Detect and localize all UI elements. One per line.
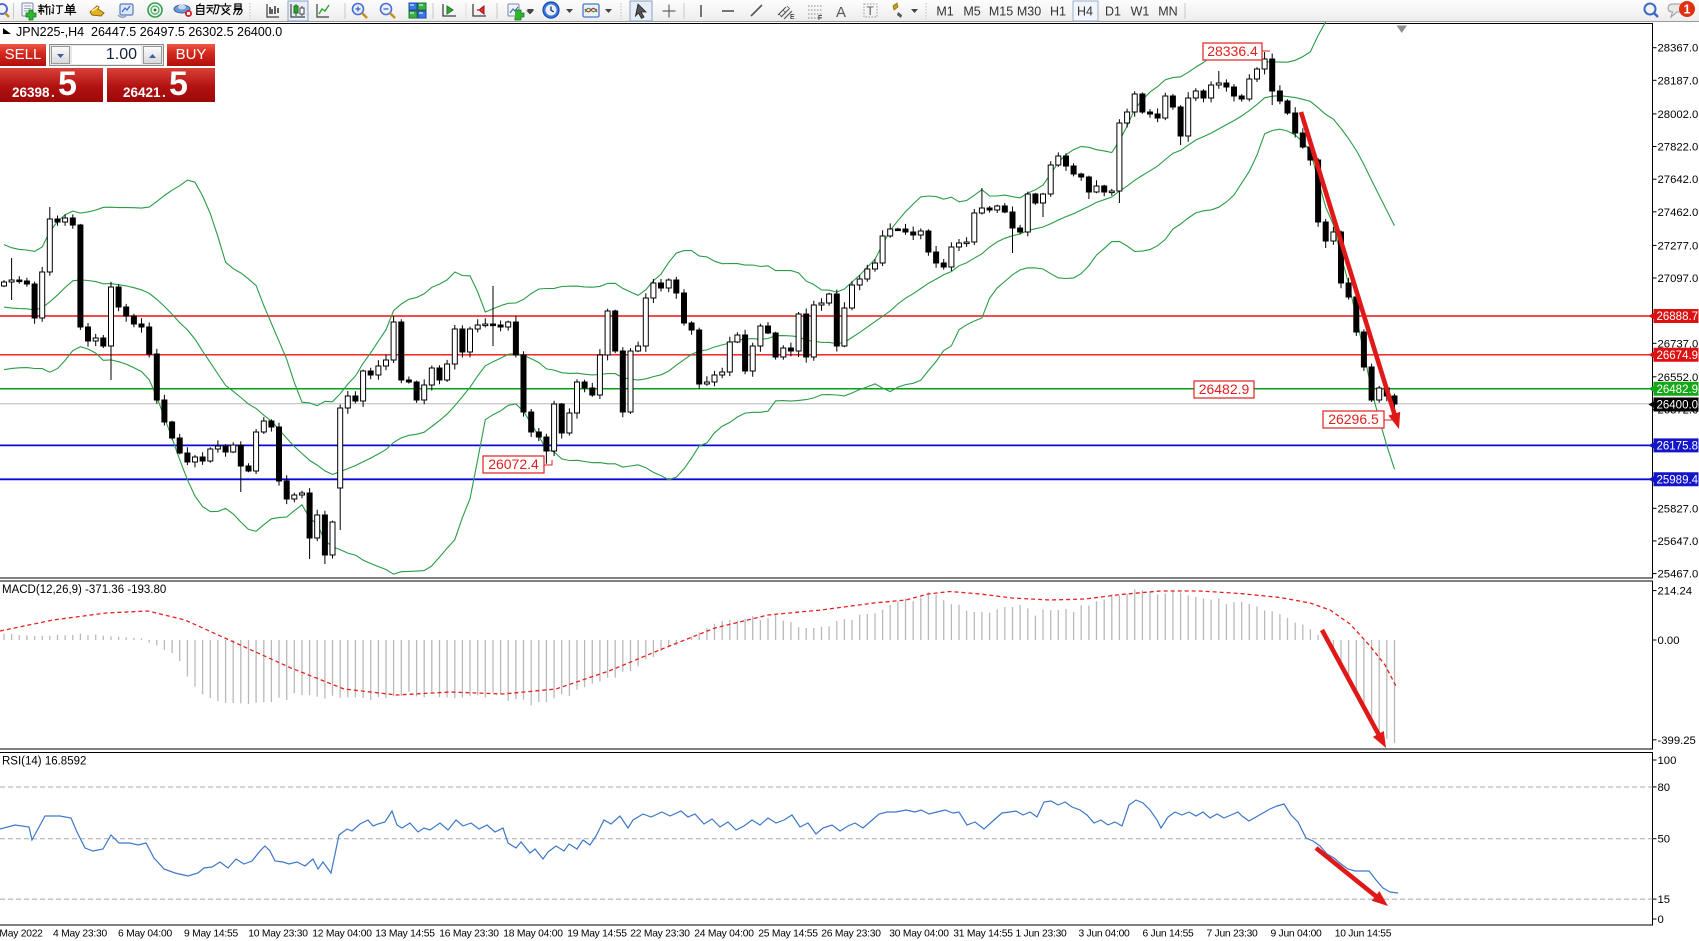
svg-text:10 Jun 14:55: 10 Jun 14:55 <box>1335 929 1392 940</box>
svg-text:26400.0: 26400.0 <box>1657 400 1699 412</box>
svg-text:7 Jun 23:30: 7 Jun 23:30 <box>1206 929 1258 940</box>
svg-text:15: 15 <box>1658 894 1671 906</box>
svg-text:-399.25: -399.25 <box>1658 735 1696 747</box>
svg-text:26072.4: 26072.4 <box>488 456 539 472</box>
svg-text:31 May 14:55: 31 May 14:55 <box>953 929 1013 940</box>
svg-text:0.00: 0.00 <box>1658 635 1680 647</box>
svg-text:25647.0: 25647.0 <box>1658 536 1699 548</box>
svg-text:25827.0: 25827.0 <box>1658 503 1699 515</box>
svg-text:JPN225-,H4 26447.5 26497.5 26: JPN225-,H4 26447.5 26497.5 26302.5 26400… <box>16 25 282 39</box>
svg-text:MACD(12,26,9) -371.36 -193.80: MACD(12,26,9) -371.36 -193.80 <box>2 584 166 596</box>
svg-text:H4: H4 <box>1077 5 1093 19</box>
svg-text:26296.5: 26296.5 <box>1328 411 1379 427</box>
svg-text:26175.8: 26175.8 <box>1657 440 1699 452</box>
svg-text:9 Jun 04:00: 9 Jun 04:00 <box>1270 929 1322 940</box>
svg-text:27097.0: 27097.0 <box>1658 273 1699 285</box>
svg-text:19 May 14:55: 19 May 14:55 <box>567 929 627 940</box>
svg-text:M30: M30 <box>1017 5 1041 19</box>
svg-text:100: 100 <box>1658 755 1677 767</box>
svg-text:26888.7: 26888.7 <box>1657 311 1699 323</box>
svg-text:4 May 2022: 4 May 2022 <box>0 929 43 940</box>
svg-text:T: T <box>867 4 875 18</box>
svg-text:27277.0: 27277.0 <box>1658 240 1699 252</box>
svg-text:D1: D1 <box>1105 5 1121 19</box>
svg-text:28336.4: 28336.4 <box>1207 43 1258 59</box>
svg-text:1: 1 <box>1684 3 1691 17</box>
svg-text:MN: MN <box>1158 5 1177 19</box>
svg-text:22 May 23:30: 22 May 23:30 <box>630 929 690 940</box>
svg-text:50: 50 <box>1658 834 1671 846</box>
svg-text:28367.0: 28367.0 <box>1658 43 1699 55</box>
svg-text:H1: H1 <box>1050 5 1066 19</box>
svg-text:10 May 23:30: 10 May 23:30 <box>248 929 308 940</box>
svg-text:RSI(14) 16.8592: RSI(14) 16.8592 <box>2 756 86 768</box>
svg-text:25 May 14:55: 25 May 14:55 <box>758 929 818 940</box>
svg-text:3 Jun 04:00: 3 Jun 04:00 <box>1078 929 1130 940</box>
svg-text:25989.4: 25989.4 <box>1657 474 1699 486</box>
svg-text:4 May 23:30: 4 May 23:30 <box>53 929 107 940</box>
svg-text:28187.0: 28187.0 <box>1658 75 1699 87</box>
svg-text:25467.0: 25467.0 <box>1658 569 1699 581</box>
svg-text:M15: M15 <box>989 5 1013 19</box>
svg-text:26674.9: 26674.9 <box>1657 350 1699 362</box>
svg-text:0: 0 <box>1658 914 1664 926</box>
svg-text:M5: M5 <box>963 5 980 19</box>
svg-text:26 May 23:30: 26 May 23:30 <box>821 929 881 940</box>
svg-text:80: 80 <box>1658 782 1671 794</box>
svg-text:16 May 23:30: 16 May 23:30 <box>439 929 499 940</box>
svg-text:6 Jun 14:55: 6 Jun 14:55 <box>1142 929 1194 940</box>
svg-text:26552.0: 26552.0 <box>1658 372 1699 384</box>
svg-text:6 May 04:00: 6 May 04:00 <box>118 929 172 940</box>
svg-text:214.24: 214.24 <box>1658 586 1693 598</box>
svg-text:30 May 04:00: 30 May 04:00 <box>889 929 949 940</box>
svg-text:9 May 14:55: 9 May 14:55 <box>184 929 238 940</box>
svg-text:13 May 14:55: 13 May 14:55 <box>375 929 435 940</box>
svg-text:E: E <box>790 14 795 21</box>
svg-text:27822.0: 27822.0 <box>1658 142 1699 154</box>
svg-text:M1: M1 <box>936 5 953 19</box>
svg-text:18 May 04:00: 18 May 04:00 <box>503 929 563 940</box>
svg-text:W1: W1 <box>1131 5 1150 19</box>
svg-text:12 May 04:00: 12 May 04:00 <box>312 929 372 940</box>
svg-text:26482.9: 26482.9 <box>1199 381 1250 397</box>
svg-text:26482.9: 26482.9 <box>1657 384 1699 396</box>
svg-text:A: A <box>836 4 846 21</box>
svg-text:27462.0: 27462.0 <box>1658 207 1699 219</box>
svg-text:27642.0: 27642.0 <box>1658 174 1699 186</box>
svg-text:F: F <box>818 15 822 22</box>
svg-text:28002.0: 28002.0 <box>1658 109 1699 121</box>
svg-text:26737.0: 26737.0 <box>1658 338 1699 350</box>
svg-text:24 May 04:00: 24 May 04:00 <box>694 929 754 940</box>
svg-text:1 Jun 23:30: 1 Jun 23:30 <box>1015 929 1067 940</box>
